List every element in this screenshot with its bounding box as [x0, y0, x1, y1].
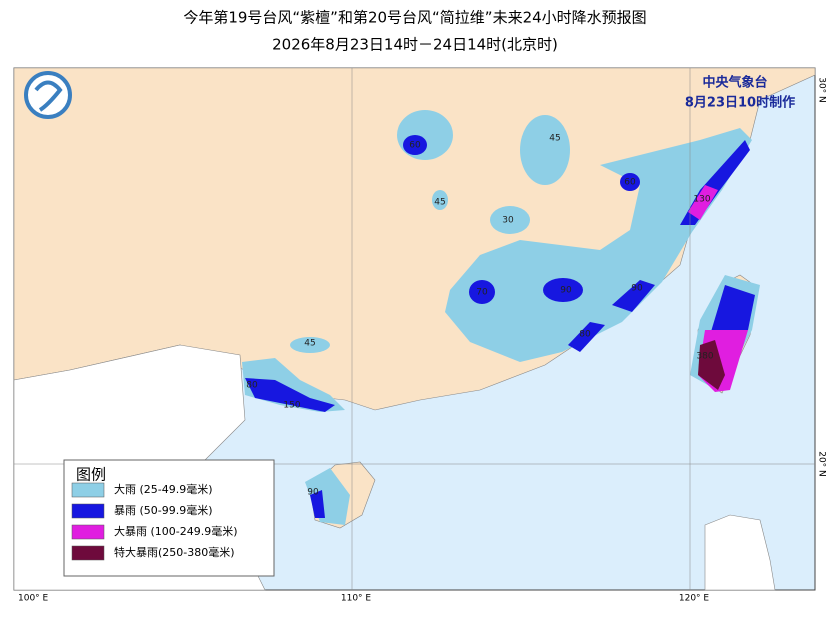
subtitle: 2026年8月23日14时－24日14时(北京时)	[272, 36, 558, 54]
rain-storm	[620, 173, 640, 191]
rain-heavy	[520, 115, 570, 185]
rain-heavy	[490, 206, 530, 234]
legend: 图例 大雨 (25-49.9毫米) 暴雨 (50-99.9毫米) 大暴雨 (100-…	[63, 459, 275, 577]
rain-storm	[469, 280, 495, 304]
rain-label: 90	[631, 284, 643, 294]
lon-label: 110° E	[341, 594, 372, 604]
legend-items: 大雨 (25-49.9毫米) 暴雨 (50-99.9毫米) 大暴雨 (100-249…	[71, 482, 238, 561]
logo-mark	[34, 80, 63, 112]
rain-label: 150	[283, 401, 300, 411]
rain-storm	[245, 378, 335, 412]
legend-label: 特大暴雨(250-380毫米)	[114, 545, 235, 559]
rain-label: 90	[560, 286, 572, 296]
lon-label: 120° E	[679, 594, 710, 604]
rain-extreme	[698, 340, 725, 390]
agency: 中央气象台	[702, 75, 767, 91]
rain-label: 45	[304, 339, 315, 349]
rain-heavy	[445, 128, 752, 362]
rain-heavy	[290, 337, 330, 353]
rain-labels: 60 45 45 30 60 130 70 90 90 80 45 80 150 90 380	[246, 134, 714, 498]
legend-label: 大暴雨 (100-249.9毫米)	[114, 524, 238, 538]
rain-storm	[568, 322, 605, 352]
rain-heavy	[432, 190, 448, 210]
issue-time: 8月23日10时制作	[685, 95, 795, 111]
rain-label: 30	[502, 216, 514, 226]
rain-label: 80	[579, 330, 591, 340]
legend-swatch	[71, 482, 105, 498]
legend-title: 图例	[76, 466, 106, 484]
rain-label: 45	[549, 134, 560, 144]
rain-label: 45	[434, 198, 445, 208]
rain-label: 80	[246, 381, 258, 391]
lon-label: 100° E	[18, 594, 49, 604]
rain-label: 130	[693, 195, 710, 205]
legend-label: 暴雨 (50-99.9毫米)	[114, 503, 213, 517]
rain-label: 60	[409, 141, 421, 151]
rain-label: 60	[624, 178, 636, 188]
luzon	[704, 514, 776, 591]
lat-label: 30° N	[817, 77, 827, 103]
legend-swatch	[71, 503, 105, 519]
rain-storm	[612, 280, 655, 312]
rain-heavy	[397, 110, 453, 160]
rain-areas	[242, 110, 760, 525]
rain-storm	[710, 285, 755, 335]
logo	[24, 71, 72, 119]
lat-label: 20° N	[817, 451, 827, 477]
rain-label: 90	[307, 488, 319, 498]
rain-storm	[403, 135, 427, 155]
legend-swatch	[71, 545, 105, 561]
legend-label: 大雨 (25-49.9毫米)	[114, 482, 213, 496]
rain-label: 380	[696, 352, 713, 362]
rain-storm	[310, 490, 325, 518]
rain-label: 70	[476, 288, 488, 298]
rain-torrential	[688, 185, 718, 220]
rain-storm	[543, 278, 583, 302]
title: 今年第19号台风“紫檀”和第20号台风“简拉维”未来24小时降水预报图	[183, 9, 646, 27]
legend-swatch	[71, 524, 105, 540]
